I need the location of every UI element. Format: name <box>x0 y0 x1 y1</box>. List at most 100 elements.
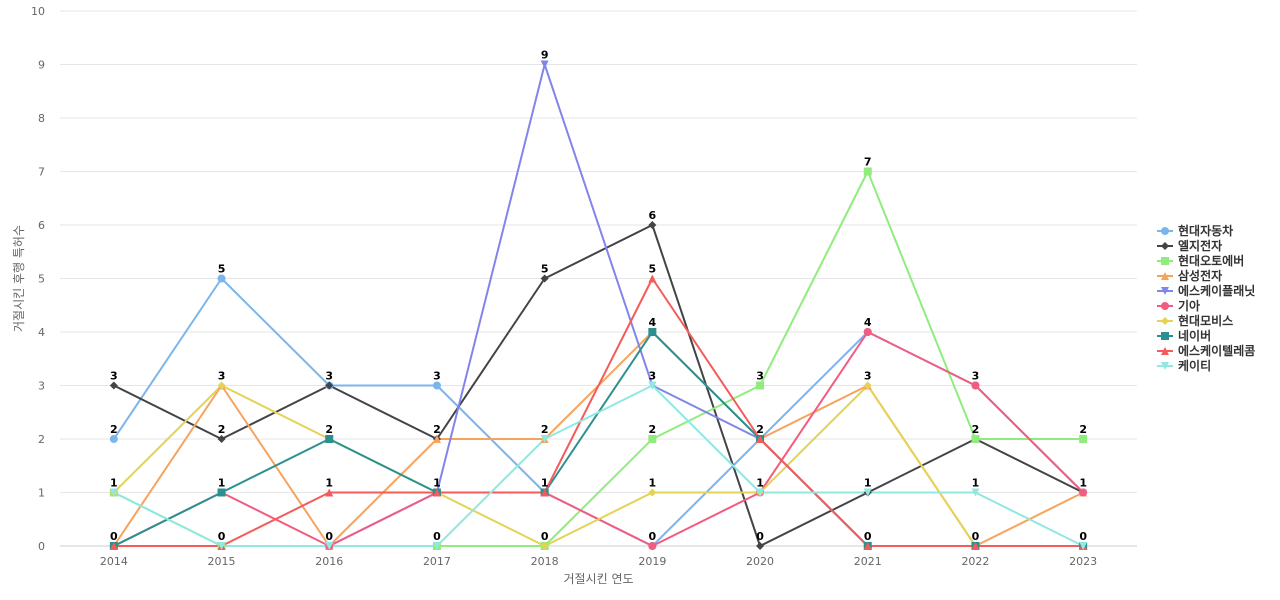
data-label: 4 <box>864 316 872 329</box>
data-label: 0 <box>756 530 764 543</box>
data-label: 0 <box>325 530 333 543</box>
data-point <box>971 435 980 443</box>
data-label: 2 <box>218 423 226 436</box>
data-label: 2 <box>541 423 549 436</box>
data-label: 3 <box>325 370 333 383</box>
data-point <box>432 542 441 550</box>
data-label: 0 <box>864 530 872 543</box>
data-point <box>217 274 226 283</box>
data-point <box>971 542 980 550</box>
legend-item[interactable]: 엘지전자 <box>1157 238 1222 253</box>
data-label: 5 <box>218 263 226 276</box>
data-point <box>432 435 441 443</box>
series-line <box>112 277 1085 547</box>
y-tick-label: 10 <box>31 5 45 18</box>
data-point <box>1079 435 1088 443</box>
legend-item[interactable]: 삼성전자 <box>1157 268 1222 283</box>
legend-symbol <box>1161 272 1169 280</box>
y-tick-label: 3 <box>38 380 45 393</box>
data-label: 0 <box>218 530 226 543</box>
data-label: 2 <box>433 423 441 436</box>
data-label: 2 <box>649 423 657 436</box>
data-label: 5 <box>541 263 549 276</box>
x-tick-label: 2016 <box>315 555 343 568</box>
data-label: 1 <box>110 477 118 490</box>
data-label: 2 <box>756 423 764 436</box>
data-point <box>540 274 549 283</box>
x-tick-label: 2021 <box>854 555 882 568</box>
data-label: 1 <box>864 477 872 490</box>
data-label: 2 <box>972 423 980 436</box>
data-point <box>432 488 441 497</box>
legend-label: 현대오토에버 <box>1178 253 1244 268</box>
data-point <box>1079 542 1088 550</box>
data-point <box>217 435 226 443</box>
data-label: 3 <box>110 370 118 383</box>
x-tick-label: 2014 <box>100 555 128 568</box>
x-axis-ticks: 2014 2015 2016 2017 2018 2019 2020 2021 2022 2023 <box>100 555 1097 568</box>
legend-symbol <box>1161 287 1169 295</box>
data-label: 4 <box>649 316 657 329</box>
y-tick-label: 9 <box>38 59 45 72</box>
legend-item[interactable]: 기아 <box>1157 298 1200 313</box>
data-point <box>325 381 334 390</box>
y-tick-label: 2 <box>38 433 45 446</box>
legend-symbol <box>1161 347 1169 355</box>
data-label: 7 <box>864 156 872 169</box>
data-point <box>971 488 980 497</box>
y-tick-label: 4 <box>38 326 45 339</box>
legend-item[interactable]: 에스케이텔레콤 <box>1157 343 1255 358</box>
data-label: 1 <box>433 477 441 490</box>
x-tick-label: 2022 <box>961 555 989 568</box>
legend-symbol <box>1161 317 1169 325</box>
data-labels: 3210532103210321095210654321032107431032… <box>110 49 1087 544</box>
legend-item[interactable]: 케이티 <box>1157 358 1211 373</box>
data-point <box>540 60 549 69</box>
x-tick-label: 2017 <box>423 555 451 568</box>
data-point <box>109 542 118 550</box>
data-point <box>540 435 549 443</box>
data-point <box>109 381 118 390</box>
data-point <box>648 328 657 336</box>
data-point <box>648 381 657 390</box>
series-line <box>112 384 1085 547</box>
data-point <box>109 488 118 497</box>
data-label: 1 <box>541 477 549 490</box>
data-point <box>540 488 549 497</box>
data-point <box>971 381 980 390</box>
y-tick-label: 5 <box>38 273 45 286</box>
data-point <box>863 381 872 390</box>
series-line <box>112 384 1085 547</box>
data-label: 3 <box>218 370 226 383</box>
data-label: 0 <box>1079 530 1087 543</box>
data-point <box>1079 488 1088 497</box>
legend-item[interactable]: 현대오토에버 <box>1157 253 1244 268</box>
data-point <box>648 542 657 550</box>
data-label: 3 <box>972 370 980 383</box>
y-tick-label: 0 <box>38 540 45 553</box>
data-label: 0 <box>110 530 118 543</box>
data-point <box>325 435 334 443</box>
data-point <box>217 542 226 550</box>
legend-symbol <box>1161 227 1169 235</box>
legend-item[interactable]: 현대모비스 <box>1157 313 1233 328</box>
data-point <box>648 435 657 443</box>
data-label: 5 <box>649 263 657 276</box>
data-point <box>756 435 765 443</box>
x-tick-label: 2019 <box>638 555 666 568</box>
legend-item[interactable]: 네이버 <box>1157 328 1211 343</box>
x-axis-title: 거절시킨 연도 <box>563 572 633 586</box>
data-point <box>863 167 872 176</box>
legend-item[interactable]: 에스케이플래닛 <box>1157 283 1255 298</box>
data-point <box>756 488 765 497</box>
data-label: 6 <box>649 209 657 222</box>
data-point <box>863 328 872 336</box>
series-lines <box>112 63 1085 547</box>
x-tick-label: 2015 <box>208 555 236 568</box>
legend-label: 에스케이플래닛 <box>1178 283 1255 298</box>
legend-item[interactable]: 현대자동차 <box>1157 223 1233 238</box>
legend-label: 에스케이텔레콤 <box>1178 343 1255 358</box>
data-label: 3 <box>649 370 657 383</box>
data-label: 0 <box>649 530 657 543</box>
